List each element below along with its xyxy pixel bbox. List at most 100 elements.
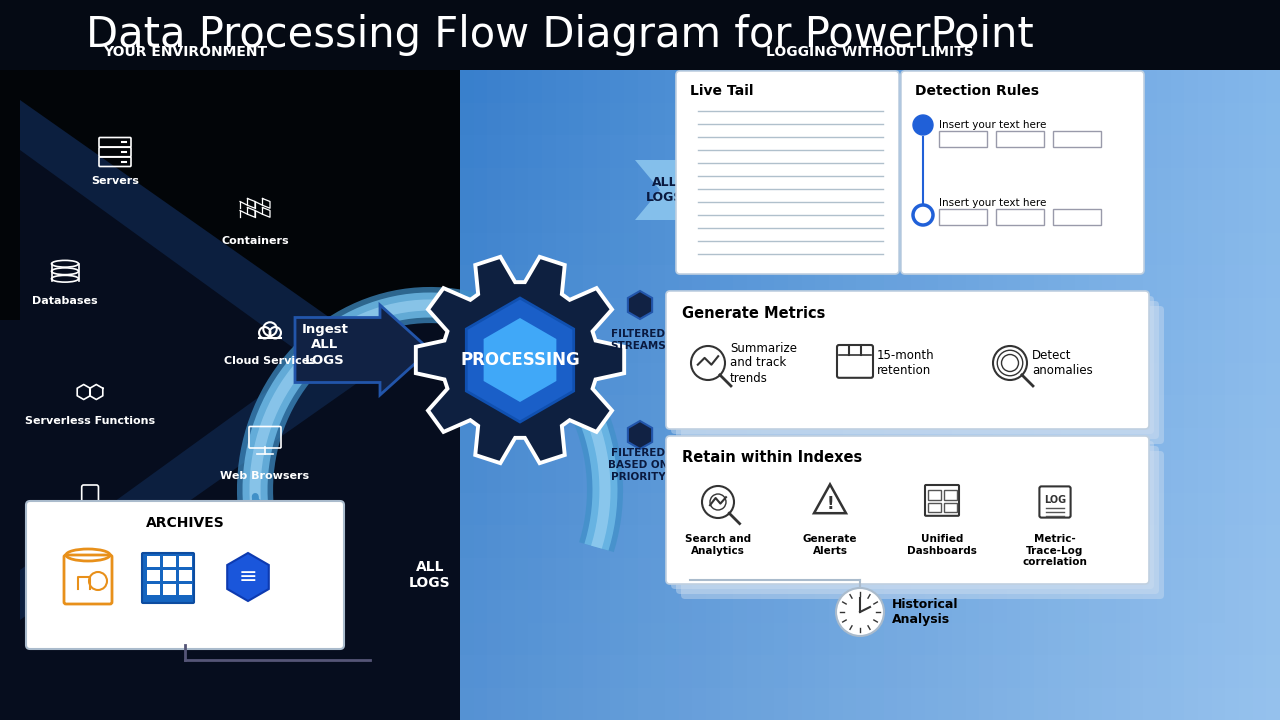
Polygon shape xyxy=(1061,70,1075,720)
Polygon shape xyxy=(596,70,611,720)
Polygon shape xyxy=(938,70,952,720)
Polygon shape xyxy=(883,70,897,720)
FancyBboxPatch shape xyxy=(676,301,1158,439)
Bar xyxy=(945,503,957,513)
Text: !: ! xyxy=(826,495,833,513)
Bar xyxy=(163,584,177,595)
Polygon shape xyxy=(460,362,1280,395)
Text: 15-month
retention: 15-month retention xyxy=(877,349,934,377)
Bar xyxy=(945,490,957,500)
Polygon shape xyxy=(460,460,1280,492)
Text: Insert your text here: Insert your text here xyxy=(940,198,1046,208)
FancyBboxPatch shape xyxy=(901,71,1144,274)
Text: Search and
Analytics: Search and Analytics xyxy=(685,534,751,556)
Polygon shape xyxy=(760,70,774,720)
Polygon shape xyxy=(460,557,1280,590)
Polygon shape xyxy=(628,421,652,449)
Text: ≡: ≡ xyxy=(238,567,257,587)
Polygon shape xyxy=(460,623,1280,655)
Polygon shape xyxy=(460,590,1280,623)
Text: Historical
Analysis: Historical Analysis xyxy=(892,598,959,626)
Polygon shape xyxy=(460,492,1280,525)
Text: Servers: Servers xyxy=(91,176,140,186)
Text: Serverless Functions: Serverless Functions xyxy=(24,416,155,426)
Polygon shape xyxy=(1102,70,1116,720)
Text: Data Processing Flow Diagram for PowerPoint: Data Processing Flow Diagram for PowerPo… xyxy=(86,14,1034,56)
Polygon shape xyxy=(1116,70,1130,720)
Polygon shape xyxy=(460,688,1280,720)
Polygon shape xyxy=(801,70,815,720)
Polygon shape xyxy=(1006,70,1020,720)
Text: Generate Metrics: Generate Metrics xyxy=(682,305,826,320)
Bar xyxy=(928,490,941,500)
FancyBboxPatch shape xyxy=(666,291,1149,429)
Polygon shape xyxy=(1034,70,1047,720)
Polygon shape xyxy=(556,70,570,720)
Bar xyxy=(928,503,941,513)
FancyBboxPatch shape xyxy=(666,436,1149,584)
Polygon shape xyxy=(460,428,1280,460)
Polygon shape xyxy=(460,70,474,720)
Polygon shape xyxy=(460,395,1280,428)
Polygon shape xyxy=(637,70,652,720)
Text: Metric-
Trace-Log
correlation: Metric- Trace-Log correlation xyxy=(1023,534,1088,567)
Polygon shape xyxy=(1089,70,1102,720)
Bar xyxy=(147,570,160,581)
FancyBboxPatch shape xyxy=(676,446,1158,594)
Polygon shape xyxy=(1225,70,1239,720)
Polygon shape xyxy=(897,70,911,720)
Polygon shape xyxy=(0,70,460,320)
Polygon shape xyxy=(570,70,582,720)
Polygon shape xyxy=(1266,70,1280,720)
Polygon shape xyxy=(774,70,788,720)
Text: Web Browsers: Web Browsers xyxy=(220,471,310,481)
FancyBboxPatch shape xyxy=(681,306,1164,444)
Polygon shape xyxy=(678,70,692,720)
FancyBboxPatch shape xyxy=(142,553,195,603)
FancyBboxPatch shape xyxy=(26,501,344,649)
Bar xyxy=(147,556,160,567)
Polygon shape xyxy=(228,553,269,601)
Text: YOUR ENVIRONMENT: YOUR ENVIRONMENT xyxy=(102,45,268,59)
Polygon shape xyxy=(628,291,652,319)
Polygon shape xyxy=(707,70,719,720)
Polygon shape xyxy=(652,70,666,720)
Polygon shape xyxy=(500,70,515,720)
Text: Mobile: Mobile xyxy=(69,526,111,536)
Polygon shape xyxy=(952,70,965,720)
Polygon shape xyxy=(488,70,500,720)
Polygon shape xyxy=(1143,70,1157,720)
Text: Unified
Dashboards: Unified Dashboards xyxy=(908,534,977,556)
Polygon shape xyxy=(815,70,829,720)
Polygon shape xyxy=(1157,70,1171,720)
Polygon shape xyxy=(460,297,1280,330)
Polygon shape xyxy=(856,70,870,720)
Text: Detection Rules: Detection Rules xyxy=(915,84,1039,98)
FancyBboxPatch shape xyxy=(671,296,1155,434)
Polygon shape xyxy=(1171,70,1184,720)
FancyArrow shape xyxy=(294,305,430,395)
Polygon shape xyxy=(748,70,760,720)
Polygon shape xyxy=(692,70,707,720)
Polygon shape xyxy=(1212,70,1225,720)
Text: Databases: Databases xyxy=(32,296,97,306)
Text: FILTERED
BASED ON
PRIORITY: FILTERED BASED ON PRIORITY xyxy=(608,449,668,482)
Text: ALL
LOGS: ALL LOGS xyxy=(646,176,684,204)
Text: Retain within Indexes: Retain within Indexes xyxy=(682,451,863,466)
Polygon shape xyxy=(788,70,801,720)
Polygon shape xyxy=(1130,70,1143,720)
Polygon shape xyxy=(625,70,637,720)
Bar xyxy=(147,584,160,595)
Polygon shape xyxy=(1184,70,1198,720)
Polygon shape xyxy=(0,70,460,720)
Text: LOG: LOG xyxy=(1044,495,1066,505)
Polygon shape xyxy=(611,70,625,720)
Polygon shape xyxy=(529,70,541,720)
Circle shape xyxy=(836,588,884,636)
Polygon shape xyxy=(1239,70,1253,720)
Text: Containers: Containers xyxy=(221,236,289,246)
Polygon shape xyxy=(515,70,529,720)
Polygon shape xyxy=(1198,70,1212,720)
Bar xyxy=(179,584,192,595)
Polygon shape xyxy=(870,70,883,720)
